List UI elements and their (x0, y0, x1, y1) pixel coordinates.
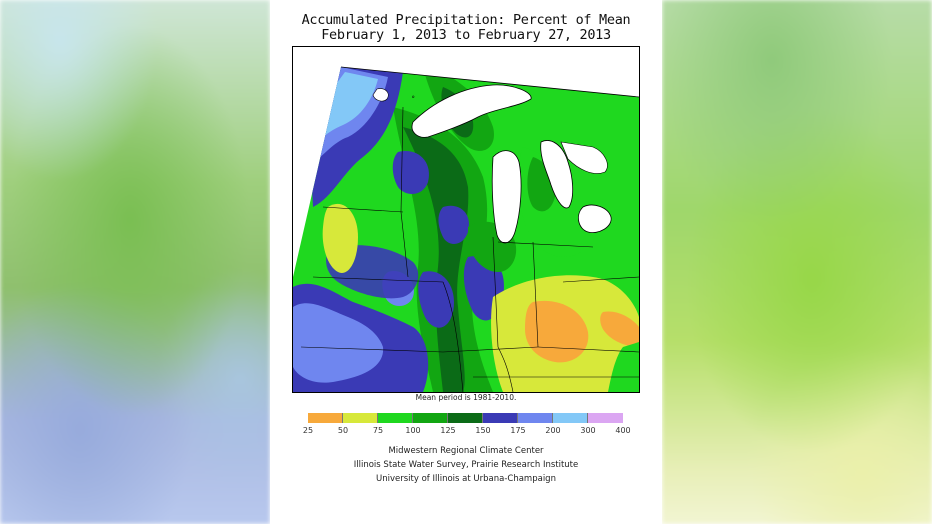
color-legend (308, 413, 623, 423)
mean-period-note: Mean period is 1981-2010. (415, 393, 517, 402)
legend-tick-label: 25 (302, 426, 314, 435)
legend-swatch (448, 413, 483, 423)
map-panel: Accumulated Precipitation: Percent of Me… (270, 0, 662, 524)
legend-tick-label: 300 (580, 426, 596, 435)
legend-tick-label: 50 (337, 426, 349, 435)
legend-tick-label: 125 (440, 426, 456, 435)
legend-swatch (378, 413, 413, 423)
domain-edge (340, 66, 639, 98)
legend-swatch (518, 413, 553, 423)
map-date-range: February 1, 2013 to February 27, 2013 (321, 27, 611, 43)
legend-tick-label: 400 (615, 426, 631, 435)
credit-line-1: Midwestern Regional Climate Center (388, 446, 544, 456)
lake-marker: ∘ (411, 93, 415, 101)
legend-tick-label: 100 (405, 426, 421, 435)
legend-swatch (588, 413, 623, 423)
credit-line-3: University of Illinois at Urbana-Champai… (376, 474, 556, 484)
legend-swatch (483, 413, 518, 423)
legend-tick-label: 75 (372, 426, 384, 435)
map-canvas: ∘ (293, 66, 639, 392)
legend-tick-label: 200 (545, 426, 561, 435)
legend-swatch (343, 413, 378, 423)
legend-tick-labels: 25 50 75 100 125 150 175 200 300 400 (303, 426, 668, 438)
blurred-background-left (0, 0, 270, 524)
legend-swatch (308, 413, 343, 423)
credit-line-2: Illinois State Water Survey, Prairie Res… (353, 460, 579, 470)
legend-tick-label: 175 (510, 426, 526, 435)
blurred-background-right (662, 0, 932, 524)
legend-swatch (413, 413, 448, 423)
state-boundaries (300, 106, 639, 392)
legend-swatch (553, 413, 588, 423)
precipitation-map: ∘ (292, 46, 640, 393)
map-title: Accumulated Precipitation: Percent of Me… (301, 12, 631, 28)
legend-tick-label: 150 (475, 426, 491, 435)
great-lakes (372, 84, 612, 244)
